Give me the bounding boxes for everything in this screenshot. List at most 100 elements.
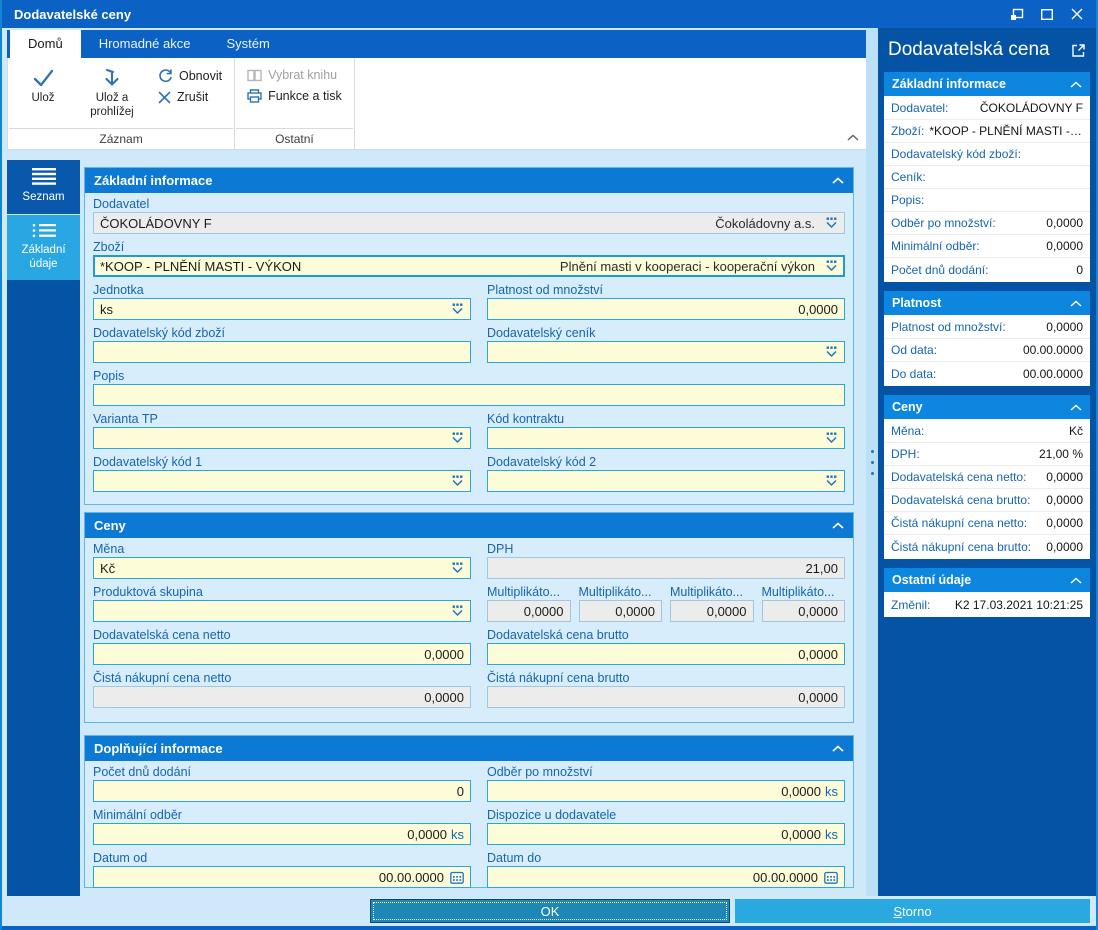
storno-button[interactable]: Storno: [735, 899, 1090, 923]
dropdown-icon[interactable]: [825, 432, 838, 444]
window-bottom-edge: [2, 926, 1096, 930]
dropdown-icon[interactable]: [451, 303, 464, 315]
refresh-button[interactable]: Obnovit: [158, 68, 222, 83]
group-zakladni-informace: Základní informace Dodavatel ČOKOLÁDOVNY…: [84, 167, 854, 505]
datum-od-field[interactable]: 00.00.0000: [93, 866, 471, 888]
varianta-tp-field[interactable]: [93, 427, 471, 449]
preview-row: Čistá nákupní cena netto: 0,0000: [884, 512, 1090, 535]
dropdown-icon[interactable]: [451, 432, 464, 444]
chevron-up-icon[interactable]: [1070, 80, 1082, 88]
dropdown-icon[interactable]: [451, 605, 464, 617]
field-label: Dodavatelská cena brutto: [487, 628, 629, 642]
field-label: Měna: [93, 542, 125, 556]
save-label: Ulož: [31, 92, 55, 104]
field-label: Počet dnů dodání: [93, 765, 191, 779]
panel-splitter[interactable]: [866, 28, 878, 896]
group-header[interactable]: Základní informace: [85, 168, 853, 193]
save-and-view-button[interactable]: Ulož a prohlížej: [74, 61, 150, 127]
group-header[interactable]: Ceny: [85, 513, 853, 538]
refresh-icon: [158, 68, 173, 83]
preview-section-header[interactable]: Ostatní údaje: [884, 568, 1090, 592]
title-bar: Dodavatelské ceny: [2, 0, 1096, 28]
maximize-button[interactable]: [1032, 2, 1062, 26]
undock-window-button[interactable]: [1002, 2, 1032, 26]
ok-button[interactable]: OK: [370, 899, 730, 923]
sidebar-item-zakladni-udaje[interactable]: Základní údaje: [7, 214, 80, 281]
calendar-icon[interactable]: [450, 871, 464, 884]
calendar-icon[interactable]: [824, 871, 838, 884]
dropdown-icon[interactable]: [825, 475, 838, 487]
preview-row: Dodavatelská cena brutto: 0,0000: [884, 489, 1090, 512]
dodavatel-field[interactable]: ČOKOLÁDOVNY F Čokoládovny a.s.: [93, 212, 845, 234]
tab-system[interactable]: Systém: [226, 36, 270, 51]
produktova-skupina-field[interactable]: [93, 600, 471, 622]
field-value: 0,0000: [424, 689, 464, 705]
chevron-up-icon[interactable]: [1070, 576, 1082, 584]
preview-row: Popis:: [884, 189, 1090, 212]
dodavatelsky-kod-2-field[interactable]: [487, 470, 845, 492]
dropdown-icon[interactable]: [825, 217, 838, 229]
zbozi-field[interactable]: *KOOP - PLNĚNÍ MASTI - VÝKON Plnění mast…: [93, 255, 845, 277]
open-in-window-icon[interactable]: [1071, 43, 1086, 58]
preview-panel: Dodavatelská cena Základní informace Dod…: [878, 28, 1096, 896]
field-reference: Čokoládovny a.s.: [715, 215, 815, 231]
cancel-button[interactable]: Zrušit: [158, 90, 222, 104]
preview-row: Od data: 00.00.0000: [884, 339, 1090, 362]
field-value: Kč: [100, 560, 116, 576]
cista-nakupni-cena-netto-field: 0,0000: [93, 686, 471, 708]
platnost-od-mnozstvi-field[interactable]: 0,0000: [487, 298, 845, 320]
preview-section-header[interactable]: Platnost: [884, 291, 1090, 315]
preview-row: Změnil: K2 17.03.2021 10:21:25: [891, 597, 1083, 612]
field-label: Čistá nákupní cena brutto: [487, 671, 630, 685]
chevron-up-icon[interactable]: [832, 522, 844, 529]
save-button[interactable]: Ulož: [12, 61, 74, 127]
chevron-up-icon[interactable]: [832, 177, 844, 184]
minimalni-odber-field[interactable]: 0,0000 ks: [93, 823, 471, 845]
group-title: Doplňující informace: [94, 741, 223, 756]
sidebar-item-seznam[interactable]: Seznam: [7, 160, 80, 215]
multiplikator-3-field: 0,0000: [670, 600, 754, 622]
group-header[interactable]: Doplňující informace: [85, 736, 853, 761]
dropdown-icon[interactable]: [451, 475, 464, 487]
close-icon: [1071, 8, 1083, 20]
preview-section-header[interactable]: Ceny: [884, 395, 1090, 419]
jednotka-field[interactable]: ks: [93, 298, 471, 320]
chevron-up-icon[interactable]: [1070, 403, 1082, 411]
field-label: Dodavatelský kód 1: [93, 455, 203, 469]
dispozice-u-dodavatele-field[interactable]: 0,0000 ks: [487, 823, 845, 845]
field-value: 0,0000: [781, 783, 821, 799]
tab-domu[interactable]: Domů: [10, 30, 81, 58]
ok-label: OK: [540, 903, 560, 919]
datum-do-field[interactable]: 00.00.0000: [487, 866, 845, 888]
field-label: Zboží: [93, 240, 125, 254]
dropdown-icon[interactable]: [451, 562, 464, 574]
field-label: Varianta TP: [93, 412, 158, 426]
chevron-up-icon[interactable]: [832, 745, 844, 752]
dodavatelsky-kod-1-field[interactable]: [93, 470, 471, 492]
multiplikator-1-field: 0,0000: [487, 600, 571, 622]
cista-nakupni-cena-brutto-field: 0,0000: [487, 686, 845, 708]
odber-po-mnozstvi-field[interactable]: 0,0000 ks: [487, 780, 845, 802]
field-label: Dispozice u dodavatele: [487, 808, 617, 822]
book-icon: [247, 69, 262, 82]
ribbon-collapse-button[interactable]: [847, 128, 859, 146]
kod-kontraktu-field[interactable]: [487, 427, 845, 449]
close-button[interactable]: [1062, 2, 1092, 26]
mena-field[interactable]: Kč: [93, 557, 471, 579]
dodavatelsky-kod-zbozi-field[interactable]: [93, 341, 471, 363]
dodavatelsky-cenik-field[interactable]: [487, 341, 845, 363]
dodavatelska-cena-brutto-field[interactable]: 0,0000: [487, 643, 845, 665]
detail-list-icon: [32, 223, 56, 237]
popis-field[interactable]: [93, 384, 845, 406]
preview-section-header[interactable]: Základní informace: [884, 72, 1090, 96]
preview-row: Dodavatelská cena netto: 0,0000: [884, 466, 1090, 489]
chevron-up-icon[interactable]: [1070, 299, 1082, 307]
dropdown-icon[interactable]: [825, 346, 838, 358]
dropdown-icon[interactable]: [825, 260, 838, 272]
functions-print-button[interactable]: Funkce a tisk: [247, 89, 342, 103]
field-value: 0: [456, 783, 464, 799]
tab-hromadne-akce[interactable]: Hromadné akce: [98, 36, 191, 51]
dodavatelska-cena-netto-field[interactable]: 0,0000: [93, 643, 471, 665]
pocet-dnu-dodani-field[interactable]: 0: [93, 780, 471, 802]
